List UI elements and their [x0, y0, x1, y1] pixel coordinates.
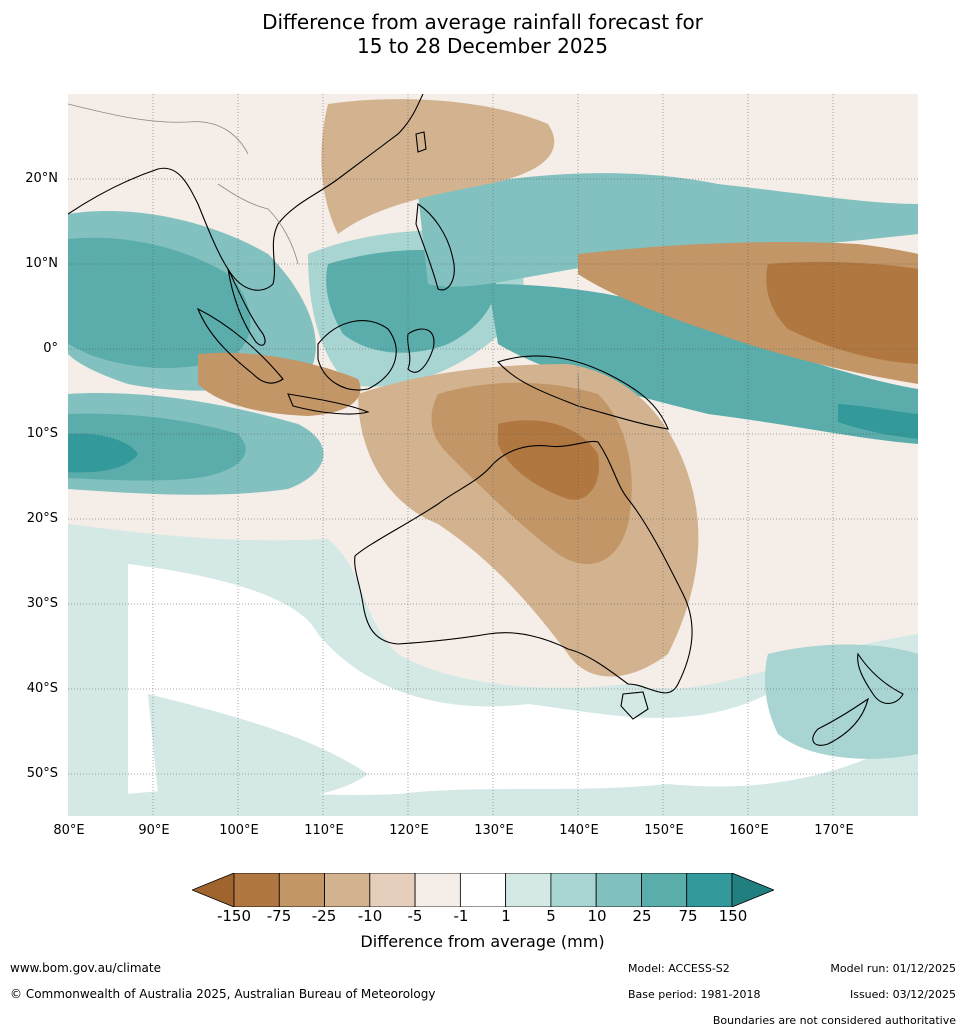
legend-title: Difference from average (mm): [360, 932, 605, 951]
boundary-himalaya: [68, 103, 249, 155]
new-zealand-north-coastline: [857, 652, 904, 704]
map-title: Difference from average rainfall forecas…: [0, 10, 965, 58]
legend-swatch: [550, 873, 597, 907]
south-pacific-wet-band: [488, 284, 918, 444]
taiwan-coastline: [415, 131, 427, 153]
legend-swatch: [414, 873, 461, 907]
tasmania-coastline: [620, 691, 649, 720]
rainfall-anomaly-map: [68, 94, 918, 816]
graticule: [68, 94, 918, 816]
legend-swatch: [686, 873, 733, 907]
indian-ocean-very-wet: [68, 433, 138, 473]
model-name: Model: ACCESS-S2: [628, 962, 730, 975]
new-guinea-coastline: [497, 355, 669, 430]
north-pacific-dry-core: [766, 261, 918, 364]
legend-tick: -10: [357, 907, 383, 925]
java-coastline: [287, 393, 370, 415]
boundary-indochina: [217, 183, 299, 265]
southern-ocean-neutral-zone: [128, 564, 918, 796]
legend-tick: -25: [311, 907, 337, 925]
lon-label-80e: 80°E: [53, 823, 85, 838]
pacific-wet-band: [418, 173, 918, 287]
boundary-disclaimer: Boundaries are not considered authoritat…: [712, 1014, 956, 1027]
title-line-2: 15 to 28 December 2025: [356, 34, 608, 58]
issued-date: Issued: 03/12/2025: [849, 988, 956, 1001]
west-indian-dry-patch: [198, 352, 361, 416]
legend-tick: 25: [632, 907, 652, 925]
legend-swatch: [641, 873, 688, 907]
philippines-coastline: [415, 203, 455, 291]
coastlines: [68, 94, 904, 746]
copyright-notice: © Commonwealth of Australia 2025, Austra…: [10, 987, 436, 1001]
model-run-date: Model run: 01/12/2025: [830, 962, 956, 975]
lon-label-170e: 170°E: [814, 823, 854, 838]
lon-label-140e: 140°E: [559, 823, 599, 838]
base-period: Base period: 1981-2018: [628, 988, 761, 1001]
legend-swatch: [278, 873, 325, 907]
malay-peninsula-coastline: [227, 268, 266, 346]
lat-label-40s: 40°S: [26, 681, 58, 696]
legend-tick: -5: [407, 907, 423, 925]
legend-tick: -75: [266, 907, 292, 925]
north-australia-very-dry: [498, 420, 599, 500]
bom-url-link[interactable]: www.bom.gov.au/climate: [10, 961, 161, 975]
legend-arrow-high: [731, 873, 774, 907]
legend-swatch: [505, 873, 552, 907]
legend-swatch: [369, 873, 416, 907]
legend-swatch: [324, 873, 371, 907]
boundary-new-guinea: [577, 373, 581, 415]
title-line-1: Difference from average rainfall forecas…: [262, 10, 703, 34]
legend-tick: 10: [587, 907, 607, 925]
sumatra-coastline: [196, 307, 284, 384]
tasman-wet-zone: [765, 644, 918, 759]
colour-legend: [192, 873, 774, 907]
lon-label-130e: 130°E: [474, 823, 514, 838]
country-boundaries: [68, 103, 581, 415]
legend-swatch: [233, 873, 280, 907]
legend-tick: -150: [216, 907, 252, 925]
lon-label-160e: 160°E: [729, 823, 769, 838]
legend-swatch: [459, 873, 507, 907]
new-zealand-south-coastline: [812, 697, 869, 746]
legend-tick: 150: [718, 907, 748, 925]
lon-label-90e: 90°E: [138, 823, 170, 838]
legend-swatch: [595, 873, 642, 907]
south-pacific-very-wet: [838, 404, 918, 439]
lat-label-20s: 20°S: [26, 511, 58, 526]
lon-label-110e: 110°E: [304, 823, 344, 838]
asia-coastline: [68, 94, 424, 291]
legend-tick: 5: [546, 907, 556, 925]
legend-arrow-low: [192, 873, 235, 907]
equatorial-wet-core-west: [68, 237, 251, 369]
legend-swatches: [192, 873, 774, 907]
lat-label-10s: 10°S: [26, 426, 58, 441]
legend-tick: 75: [678, 907, 698, 925]
legend-tick: -1: [453, 907, 469, 925]
lat-label-50s: 50°S: [26, 766, 58, 781]
southern-ocean-wet-patch: [148, 694, 368, 803]
lat-label-30s: 30°S: [26, 596, 58, 611]
sulawesi-coastline: [407, 328, 435, 373]
lat-label-10n: 10°N: [25, 256, 58, 271]
lat-label-20n: 20°N: [25, 171, 58, 186]
indochina-dry-zone: [321, 99, 555, 235]
legend-tick: 1: [501, 907, 511, 925]
lat-label-0: 0°: [43, 341, 58, 356]
borneo-coastline: [317, 320, 397, 391]
lon-label-150e: 150°E: [644, 823, 684, 838]
australia-coastline: [354, 440, 693, 694]
lon-label-100e: 100°E: [219, 823, 259, 838]
lon-label-120e: 120°E: [389, 823, 429, 838]
